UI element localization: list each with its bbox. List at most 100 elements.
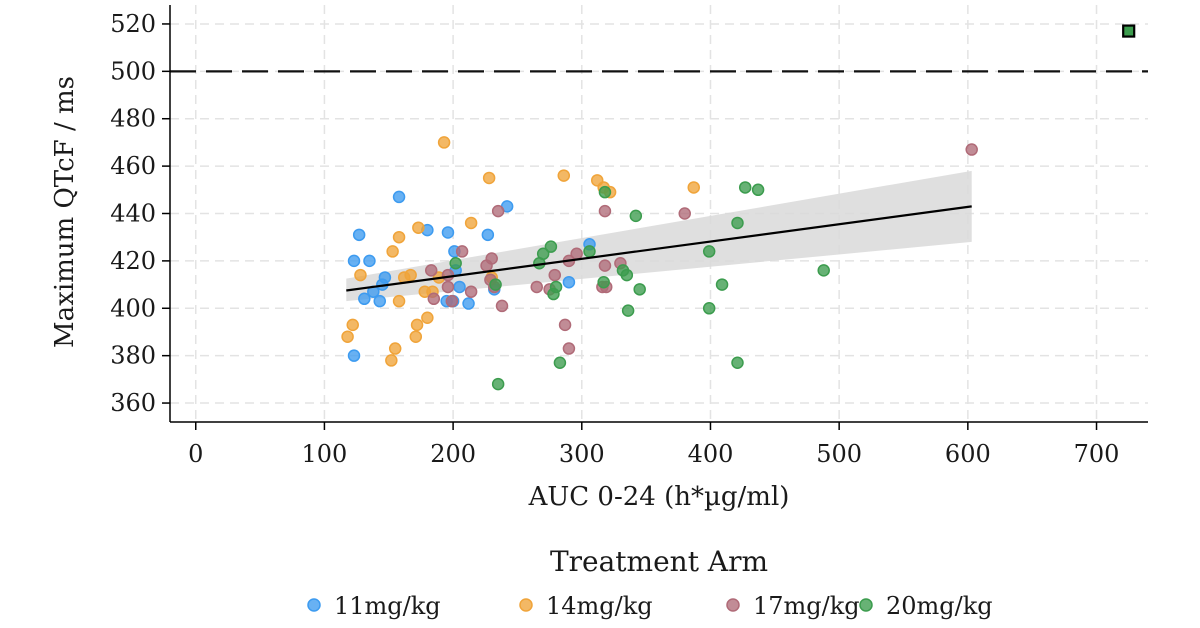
legend-marker bbox=[307, 598, 321, 612]
legend-marker bbox=[726, 598, 740, 612]
highlighted-point-20mg-kg bbox=[1122, 24, 1136, 38]
regression-line bbox=[346, 205, 972, 292]
legend-label: 11mg/kg bbox=[334, 592, 441, 620]
point-20mg-kg bbox=[751, 183, 765, 197]
point-14mg-kg bbox=[392, 294, 406, 308]
point-11mg-kg bbox=[352, 228, 366, 242]
x-tick-label: 200 bbox=[430, 440, 476, 468]
point-17mg-kg bbox=[495, 299, 509, 313]
point-14mg-kg bbox=[482, 171, 496, 185]
point-14mg-kg bbox=[409, 330, 423, 343]
point-17mg-kg bbox=[464, 285, 478, 298]
point-11mg-kg bbox=[562, 275, 576, 289]
point-11mg-kg bbox=[481, 228, 495, 242]
point-14mg-kg bbox=[557, 169, 571, 182]
grid-lines bbox=[170, 5, 1148, 422]
point-14mg-kg bbox=[412, 221, 425, 234]
point-14mg-kg bbox=[392, 230, 406, 244]
point-14mg-kg bbox=[385, 354, 398, 367]
y-tick-label: 460 bbox=[110, 152, 156, 180]
legend-marker bbox=[519, 598, 533, 612]
point-17mg-kg bbox=[678, 207, 691, 220]
legend-marker bbox=[859, 598, 873, 612]
data-points bbox=[341, 24, 1136, 391]
y-tick-label: 420 bbox=[110, 247, 156, 275]
point-11mg-kg bbox=[453, 280, 466, 294]
point-20mg-kg bbox=[731, 356, 744, 370]
x-tick-label: 700 bbox=[1074, 440, 1120, 468]
point-14mg-kg bbox=[341, 330, 354, 343]
point-14mg-kg bbox=[464, 216, 478, 230]
point-20mg-kg bbox=[702, 302, 716, 315]
point-20mg-kg bbox=[629, 209, 643, 223]
legend: Treatment Arm 11mg/kg 14mg/kg 17mg/kg 20mg/… bbox=[307, 545, 993, 620]
point-20mg-kg bbox=[738, 181, 752, 194]
point-17mg-kg bbox=[570, 247, 583, 261]
point-17mg-kg bbox=[455, 245, 469, 258]
y-tick-label: 360 bbox=[110, 389, 156, 417]
regression-line-layer bbox=[346, 205, 972, 292]
point-14mg-kg bbox=[410, 318, 424, 332]
point-20mg-kg bbox=[536, 247, 550, 261]
point-20mg-kg bbox=[583, 245, 596, 258]
point-17mg-kg bbox=[548, 268, 562, 282]
point-14mg-kg bbox=[388, 342, 402, 355]
x-axis-title: AUC 0-24 (h*µg/ml) bbox=[528, 482, 790, 512]
point-17mg-kg bbox=[485, 252, 498, 265]
point-17mg-kg bbox=[530, 280, 543, 294]
point-17mg-kg bbox=[598, 259, 612, 272]
point-14mg-kg bbox=[404, 268, 417, 282]
point-17mg-kg bbox=[441, 280, 455, 294]
point-11mg-kg bbox=[392, 190, 406, 204]
point-20mg-kg bbox=[544, 240, 558, 253]
legend-label: 20mg/kg bbox=[886, 592, 993, 620]
point-20mg-kg bbox=[621, 304, 635, 317]
legend-label: 17mg/kg bbox=[753, 592, 860, 620]
point-20mg-kg bbox=[549, 280, 563, 294]
point-11mg-kg bbox=[347, 254, 361, 268]
point-17mg-kg bbox=[445, 294, 459, 308]
point-14mg-kg bbox=[687, 181, 700, 194]
point-20mg-kg bbox=[702, 245, 716, 258]
point-11mg-kg bbox=[347, 349, 361, 362]
point-17mg-kg bbox=[562, 342, 576, 355]
legend-title: Treatment Arm bbox=[550, 545, 768, 578]
point-14mg-kg bbox=[354, 268, 367, 282]
y-tick-label: 520 bbox=[110, 10, 156, 38]
x-tick-label: 600 bbox=[945, 440, 991, 468]
y-tick-label: 440 bbox=[110, 200, 156, 228]
axes: 0 100 200 300 400 500 600 700 360 380 400 420 440 460… bbox=[110, 5, 1148, 468]
point-17mg-kg bbox=[424, 264, 438, 277]
y-axis-title: Maximum QTcF / ms bbox=[50, 76, 80, 348]
x-tick-label: 500 bbox=[816, 440, 862, 468]
point-14mg-kg bbox=[421, 311, 434, 324]
point-20mg-kg bbox=[553, 356, 567, 370]
point-11mg-kg bbox=[441, 226, 455, 239]
y-tick-label: 380 bbox=[110, 342, 156, 370]
x-tick-label: 0 bbox=[188, 440, 203, 468]
point-11mg-kg bbox=[358, 292, 371, 306]
point-20mg-kg bbox=[620, 268, 634, 282]
point-20mg-kg bbox=[817, 264, 830, 277]
point-17mg-kg bbox=[965, 143, 978, 156]
point-20mg-kg bbox=[598, 185, 612, 199]
point-14mg-kg bbox=[437, 136, 451, 149]
point-20mg-kg bbox=[715, 278, 729, 291]
point-17mg-kg bbox=[598, 204, 612, 218]
point-17mg-kg bbox=[441, 268, 455, 282]
point-17mg-kg bbox=[558, 318, 572, 332]
point-20mg-kg bbox=[731, 216, 744, 230]
x-tick-label: 400 bbox=[688, 440, 734, 468]
point-20mg-kg bbox=[597, 275, 610, 289]
point-11mg-kg bbox=[462, 297, 475, 310]
point-17mg-kg bbox=[427, 292, 441, 306]
legend-label: 14mg/kg bbox=[546, 592, 653, 620]
point-11mg-kg bbox=[378, 271, 392, 284]
point-17mg-kg bbox=[491, 204, 505, 218]
point-11mg-kg bbox=[373, 294, 387, 308]
x-tick-label: 300 bbox=[559, 440, 605, 468]
y-tick-label: 480 bbox=[110, 105, 156, 133]
point-20mg-kg bbox=[491, 377, 505, 391]
point-20mg-kg bbox=[449, 257, 462, 270]
